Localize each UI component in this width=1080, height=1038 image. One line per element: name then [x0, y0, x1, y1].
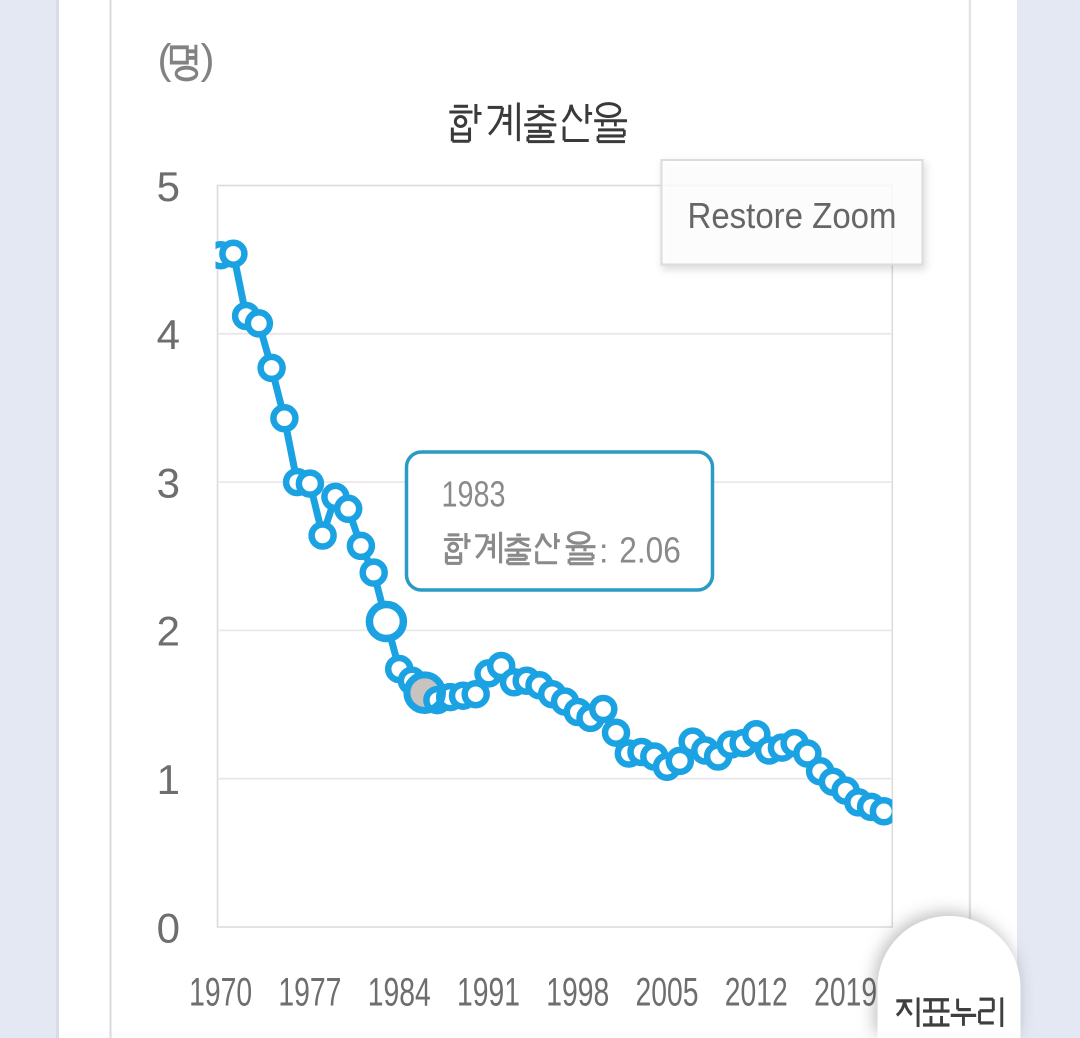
- svg-text:Restore Zoom: Restore Zoom: [688, 195, 897, 236]
- svg-text:5: 5: [157, 163, 180, 210]
- svg-text:1977: 1977: [278, 971, 341, 1015]
- svg-text:1984: 1984: [368, 971, 431, 1015]
- svg-text:2012: 2012: [725, 971, 788, 1015]
- svg-text:): ): [201, 36, 215, 83]
- svg-text:1991: 1991: [457, 971, 520, 1015]
- svg-text:2019: 2019: [814, 971, 877, 1015]
- svg-text:4: 4: [157, 311, 180, 358]
- svg-text:2005: 2005: [636, 971, 699, 1015]
- svg-text:0: 0: [157, 904, 180, 951]
- svg-text:1: 1: [157, 756, 180, 803]
- svg-text:1998: 1998: [546, 971, 609, 1015]
- svg-text:3: 3: [157, 459, 180, 506]
- svg-text:1970: 1970: [189, 971, 252, 1015]
- svg-text:(: (: [158, 36, 172, 83]
- svg-text::: :: [599, 533, 608, 571]
- svg-text:2: 2: [157, 608, 180, 655]
- svg-text:2.06: 2.06: [619, 530, 681, 571]
- svg-text:1983: 1983: [442, 474, 506, 515]
